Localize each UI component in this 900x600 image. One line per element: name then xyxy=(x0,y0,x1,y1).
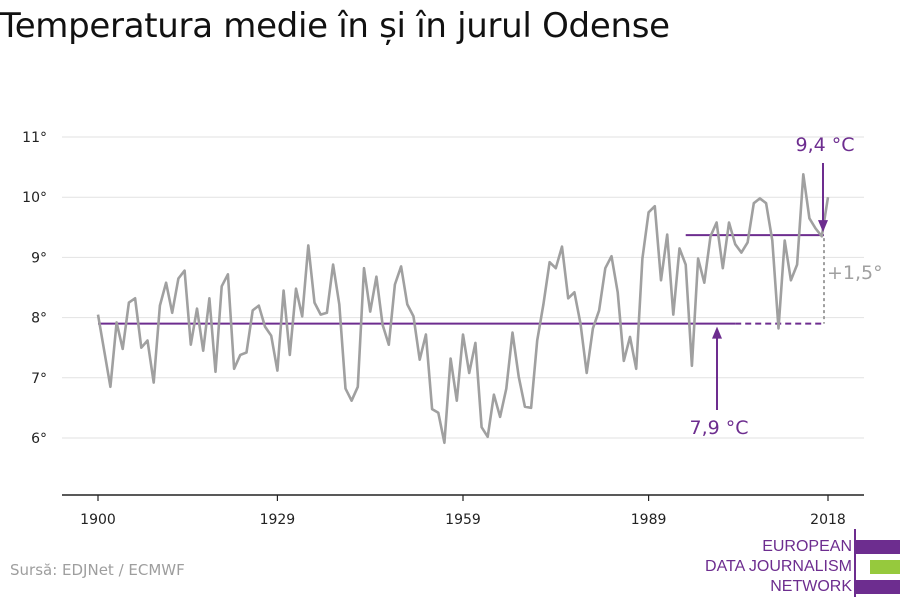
logo-bar-3 xyxy=(856,580,900,594)
logo-line-3: NETWORK xyxy=(770,578,852,595)
baseline-label: 7,9 °C xyxy=(689,417,748,439)
y-tick-label: 9° xyxy=(31,250,47,266)
y-tick-label: 11° xyxy=(22,130,47,146)
x-tick-label: 1929 xyxy=(260,512,296,528)
logo-bar-1 xyxy=(856,540,900,554)
logo-line-2: DATA JOURNALISM xyxy=(705,558,852,575)
y-tick-label: 6° xyxy=(31,431,47,447)
source-credit: Sursă: EDJNet / ECMWF xyxy=(10,561,185,579)
edjnet-logo[interactable]: EUROPEAN DATA JOURNALISM NETWORK xyxy=(700,529,900,597)
logo-bar-2 xyxy=(870,560,900,574)
y-tick-label: 7° xyxy=(31,371,47,387)
baseline-arrow-head xyxy=(712,326,722,339)
recent-arrow-head xyxy=(818,220,828,233)
y-tick-label: 10° xyxy=(22,190,47,206)
logo-divider xyxy=(854,529,856,597)
chart-title: Temperatura medie în și în jurul Odense xyxy=(0,6,670,46)
x-tick-label: 1989 xyxy=(631,512,667,528)
recent-label: 9,4 °C xyxy=(795,134,854,156)
x-tick-label: 1959 xyxy=(445,512,481,528)
difference-label: +1,5° xyxy=(827,262,883,284)
x-tick-label: 2018 xyxy=(810,512,846,528)
y-tick-label: 8° xyxy=(31,311,47,327)
x-tick-label: 1900 xyxy=(80,512,116,528)
logo-line-1: EUROPEAN xyxy=(762,538,852,555)
temperature-series-line xyxy=(96,173,830,445)
